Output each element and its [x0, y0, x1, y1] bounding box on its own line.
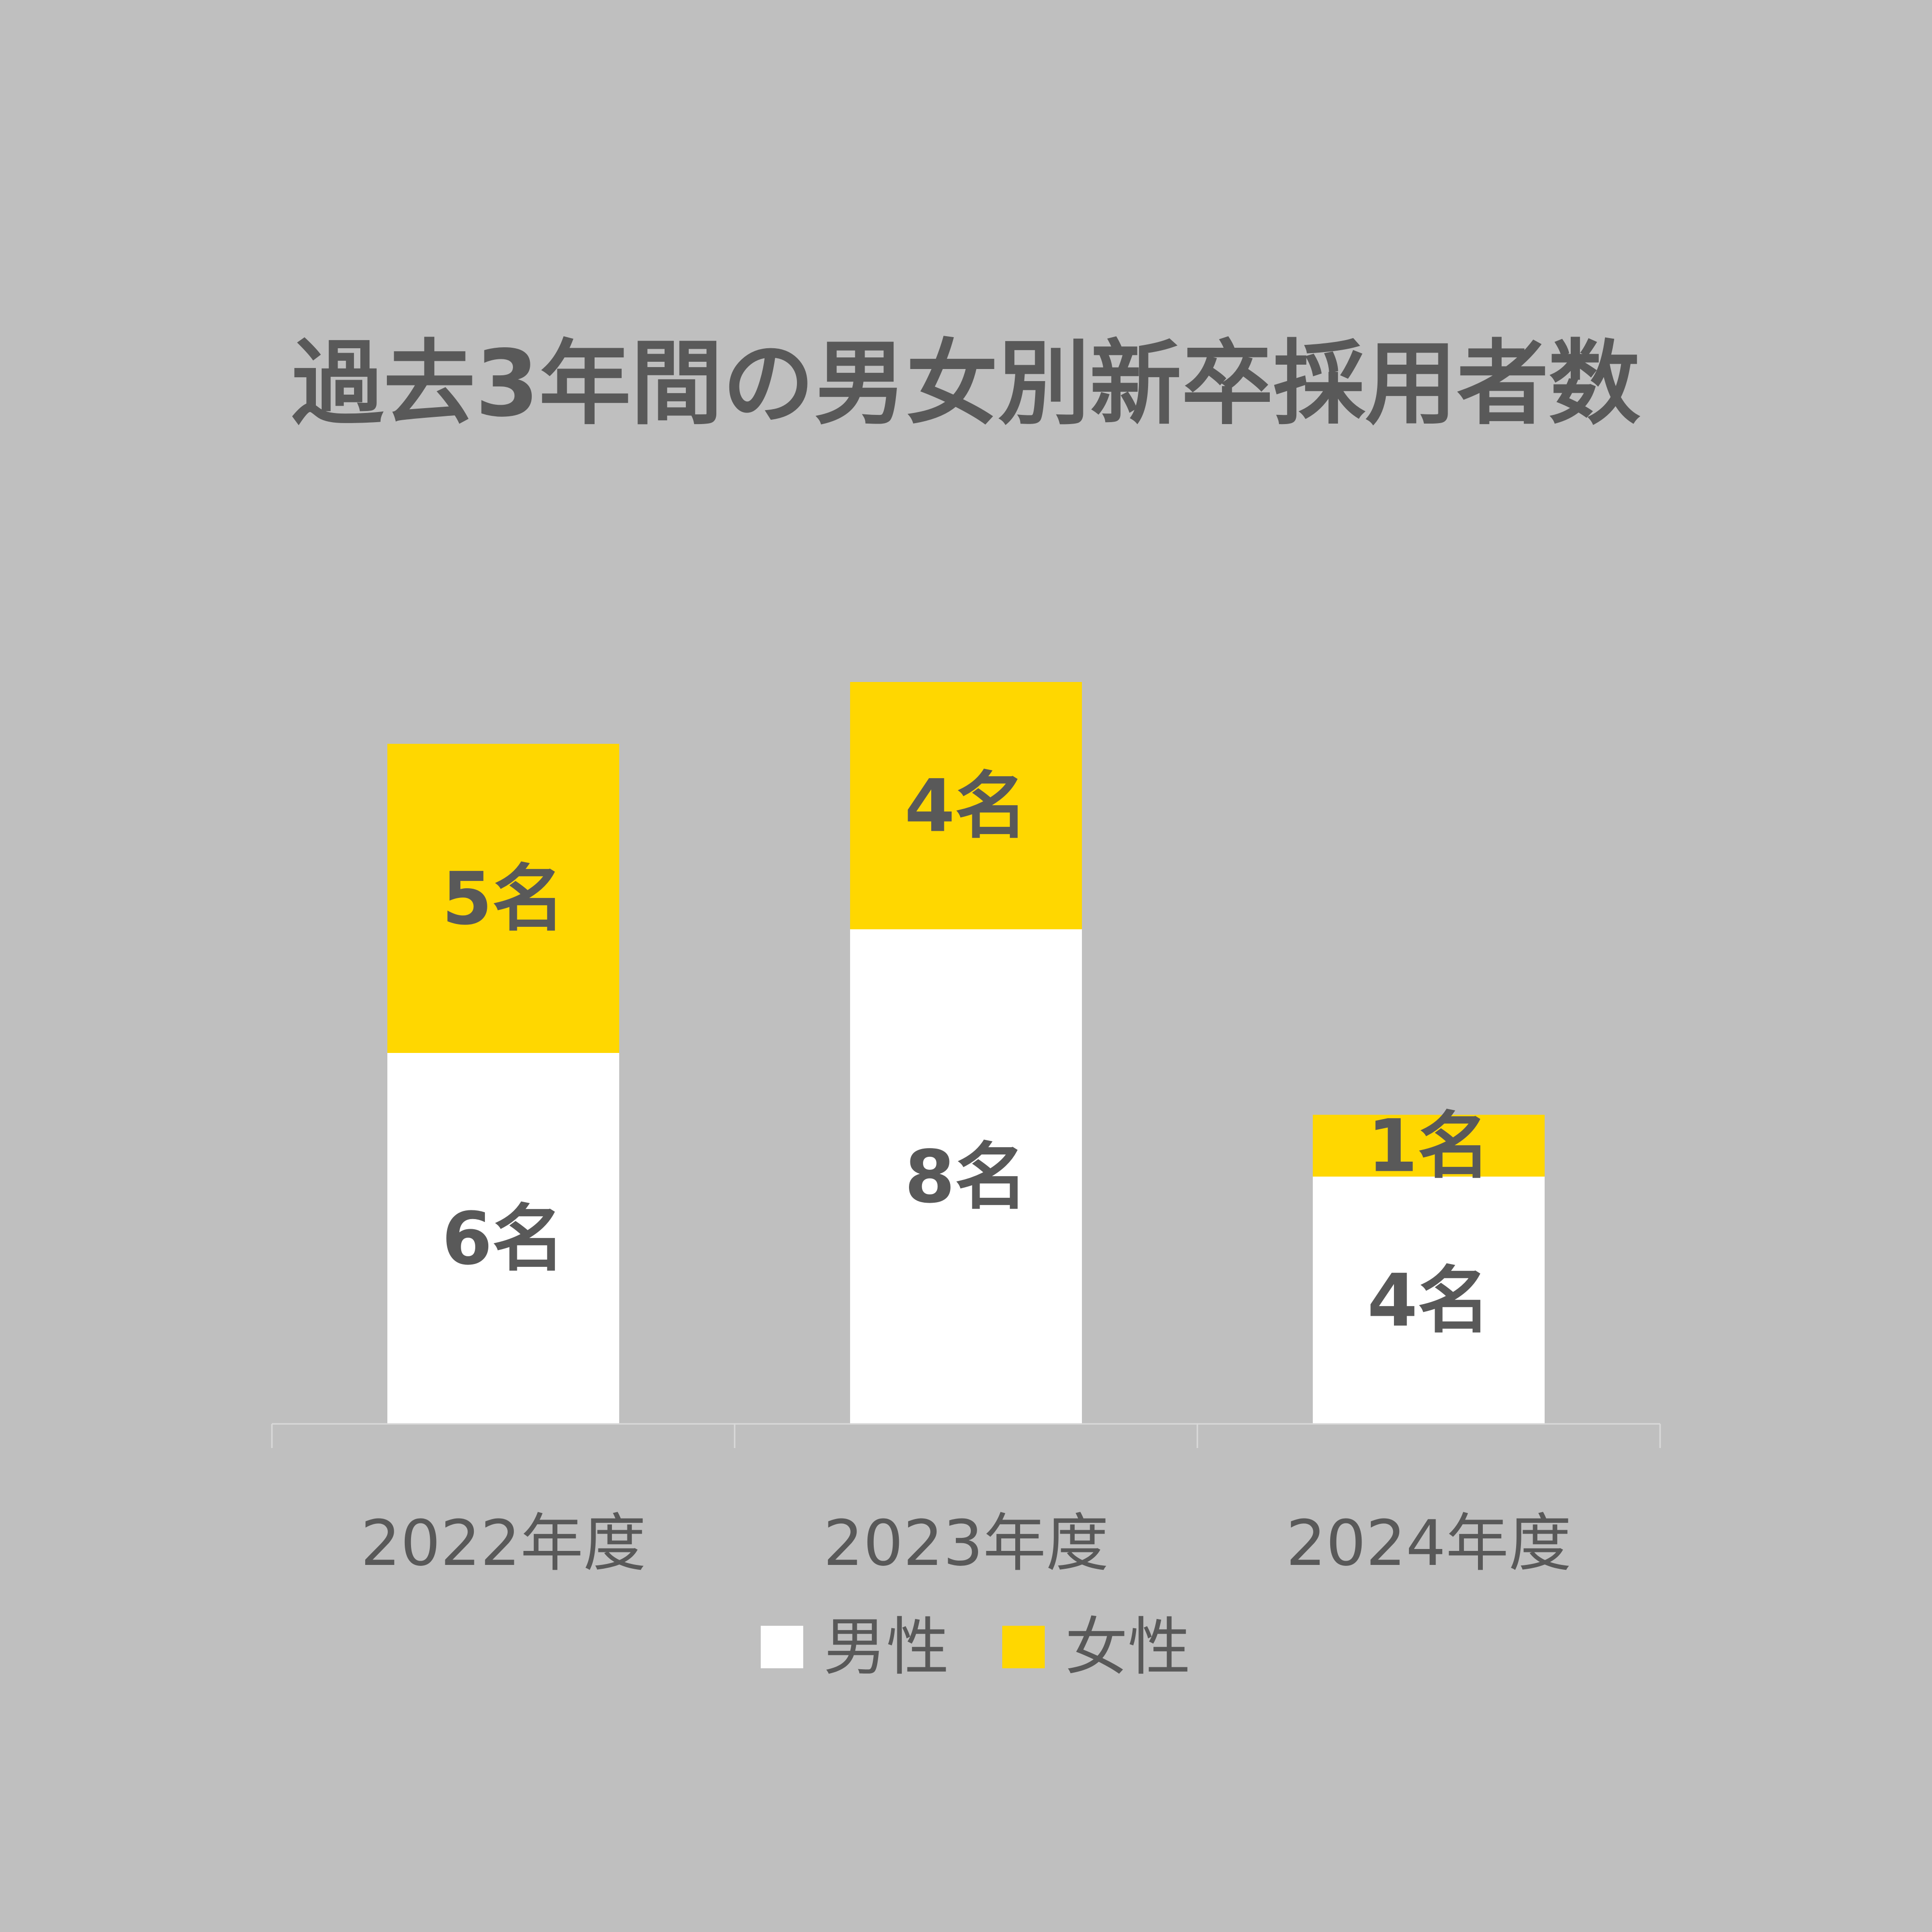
legend-label-female: 女性	[1065, 1610, 1191, 1684]
legend-swatch-female	[1002, 1626, 1045, 1668]
x-axis: 2022年度 2023年度 2024年度	[271, 1423, 1661, 1580]
bar-segment-male-0	[387, 1053, 619, 1424]
bar-segment-male-1	[850, 929, 1082, 1424]
x-tick-label-1: 2023年度	[824, 1506, 1109, 1580]
x-tick-label-0: 2022年度	[361, 1506, 646, 1580]
legend-label-male: 男性	[824, 1610, 949, 1684]
data-label-female-0: 5名	[442, 857, 565, 941]
data-label-male-2: 4名	[1367, 1259, 1490, 1343]
bar-segment-female-1	[850, 682, 1082, 929]
bar-segment-female-2	[1313, 1115, 1545, 1177]
data-label-female-1: 4名	[905, 765, 1027, 849]
legend: 男性 女性	[761, 1610, 1191, 1684]
data-label-female-2: 1名	[1367, 1105, 1490, 1189]
chart-title: 過去3年間の男女別新卒採用者数	[292, 330, 1640, 437]
bar-segment-male-2	[1313, 1177, 1545, 1424]
legend-swatch-male	[761, 1626, 803, 1668]
bar-segment-female-0	[387, 744, 619, 1053]
data-label-male-1: 8名	[905, 1136, 1027, 1220]
x-tick-label-2: 2024年度	[1286, 1506, 1572, 1580]
bars-layer: 6名 5名 8名 4名 4名 1名	[387, 682, 1545, 1424]
data-label-male-0: 6名	[442, 1197, 565, 1281]
